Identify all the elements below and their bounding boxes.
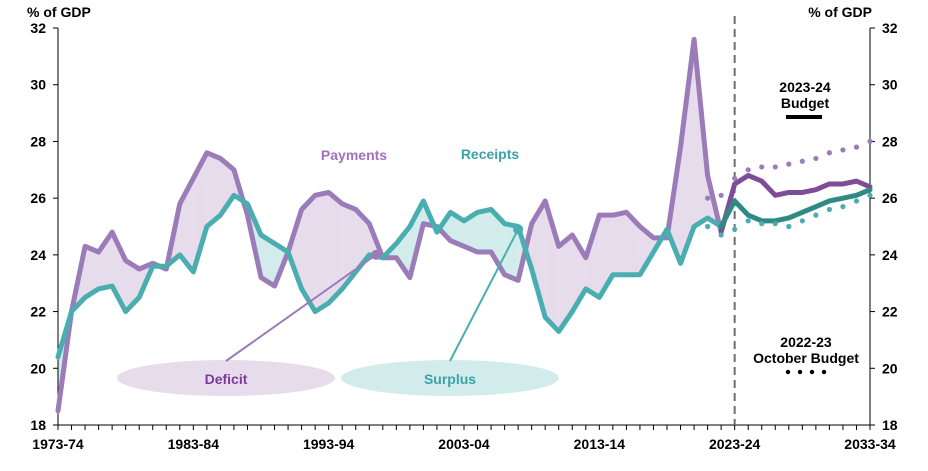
series-line-receipts-2023-24-budget (718, 187, 873, 229)
deficit-fill (558, 235, 573, 332)
deficit-fill (328, 192, 343, 304)
surplus-pointer-line (449, 228, 520, 362)
series-point (799, 218, 805, 224)
y-tick-label-right: 20 (882, 360, 898, 376)
series-point (867, 192, 873, 198)
x-tick-label: 2003-04 (438, 436, 490, 452)
y-tick-label-left: 20 (30, 360, 46, 376)
series-point (759, 164, 765, 170)
series-line-payments (55, 36, 724, 414)
x-tick-label: 1983-84 (168, 436, 220, 452)
y-tick-label-left: 30 (30, 77, 46, 93)
series-point (745, 167, 751, 173)
series-line-payments-2022-23-october-budget (705, 138, 873, 201)
series-point (826, 206, 833, 213)
series-line-receipts-2022-23-october-budget (705, 192, 873, 238)
y-tick-label-left: 26 (30, 190, 46, 206)
y-tick-label-right: 26 (882, 190, 898, 206)
series-point (759, 221, 765, 227)
series-point (840, 147, 846, 153)
y-tick-label-left: 28 (30, 133, 46, 149)
left-axis-unit-label: % of GDP (27, 4, 91, 20)
deficit-fill (342, 203, 356, 289)
series-point (853, 198, 860, 204)
axes-layer: 18 18 20 20 22 22 24 24 26 26 28 28 30 30 32 32 1973-74 1… (30, 16, 898, 452)
right-axis-unit-label: % of GDP (808, 4, 872, 20)
deficit-fill (612, 212, 627, 275)
surplus-fill (491, 209, 505, 275)
y-tick-label-right: 22 (882, 304, 898, 320)
deficit-callout-bubble (117, 360, 335, 396)
series-point (786, 161, 792, 167)
deficit-fill (85, 246, 99, 298)
deficit-fill (220, 158, 234, 216)
y-tick-label-left: 18 (30, 417, 46, 433)
series-point (867, 138, 873, 145)
legend-october-swatch (785, 369, 827, 375)
lines-layer (55, 36, 873, 414)
surplus-callout-bubble (341, 360, 559, 396)
series-point (826, 150, 833, 156)
deficit-fill (288, 209, 302, 289)
series-point (705, 223, 711, 230)
series-line-payments-2023-24-budget (718, 172, 873, 235)
annotation-layer (117, 224, 559, 396)
series-point (732, 226, 738, 232)
y-tick-label-left: 24 (30, 247, 46, 263)
series-point (705, 195, 711, 201)
series-point (718, 232, 724, 238)
series-point (840, 204, 846, 210)
series-point (813, 155, 819, 162)
surplus-fill (477, 209, 492, 253)
legend-october-line1: 2022-23 (780, 334, 832, 350)
deficit-fill (301, 195, 316, 312)
deficit-fill (639, 226, 654, 275)
surplus-pointer-dot (513, 224, 524, 235)
deficit-pointer-line (225, 254, 377, 362)
deficit-fill (315, 192, 329, 312)
x-tick-label: 2023-24 (709, 436, 761, 452)
x-tick-label: 2013-14 (574, 436, 626, 452)
deficit-fill (531, 200, 546, 318)
receipts-label: Receipts (461, 146, 520, 162)
y-tick-label-left: 32 (30, 20, 46, 36)
series-point (718, 192, 724, 198)
deficit-fill (193, 152, 207, 272)
y-tick-label-right: 28 (882, 133, 898, 149)
surplus-label: Surplus (424, 371, 476, 387)
deficit-fill (585, 215, 600, 298)
series-point (786, 223, 792, 230)
y-tick-label-right: 24 (882, 247, 898, 263)
series-point (732, 175, 738, 181)
deficit-fill (206, 152, 221, 227)
fill-layer (58, 39, 722, 411)
surplus-fill (464, 212, 478, 253)
deficit-fill (680, 39, 695, 264)
payments-label: Payments (321, 147, 387, 163)
surplus-fill (261, 235, 275, 287)
deficit-fill (98, 232, 113, 289)
y-tick-label-right: 30 (882, 77, 898, 93)
series-point (799, 158, 805, 164)
deficit-label: Deficit (205, 371, 248, 387)
legend-budget-line1: 2023-24 (779, 79, 831, 95)
series-point (853, 144, 860, 150)
y-tick-label-right: 18 (882, 417, 898, 433)
deficit-fill (626, 212, 640, 275)
legend-october-line2: October Budget (753, 350, 859, 366)
series-line-receipts (55, 192, 724, 360)
series-point (772, 221, 778, 227)
y-tick-label-left: 22 (30, 304, 46, 320)
series-point (772, 164, 778, 170)
x-tick-label: 1993-94 (303, 436, 355, 452)
legend-budget-line2: Budget (781, 95, 830, 111)
series-point (813, 212, 819, 218)
x-tick-label: 2033-34 (844, 436, 896, 452)
x-tick-label: 1973-74 (32, 436, 84, 452)
deficit-fill (545, 200, 559, 332)
deficit-pointer-dot (371, 249, 382, 260)
series-point (745, 218, 751, 224)
y-tick-label-right: 32 (882, 20, 898, 36)
